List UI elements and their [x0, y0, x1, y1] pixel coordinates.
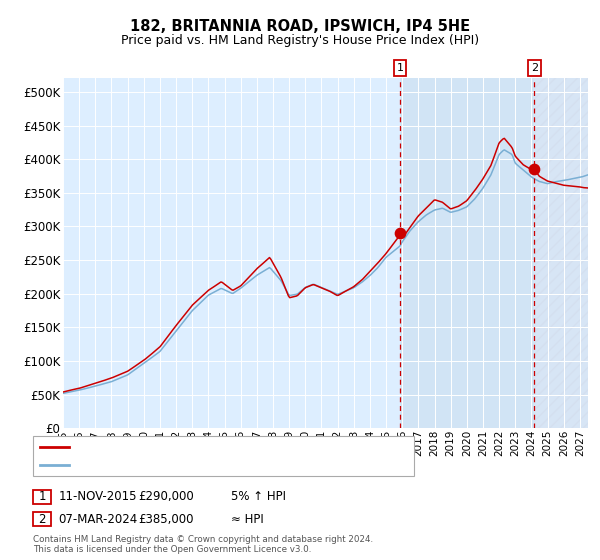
- Text: £290,000: £290,000: [138, 490, 194, 503]
- Bar: [535, 78, 596, 428]
- Bar: [400, 78, 535, 428]
- Text: HPI: Average price, detached house, Ipswich: HPI: Average price, detached house, Ipsw…: [74, 460, 317, 470]
- Text: 182, BRITANNIA ROAD, IPSWICH, IP4 5HE: 182, BRITANNIA ROAD, IPSWICH, IP4 5HE: [130, 20, 470, 34]
- Text: 2: 2: [531, 63, 538, 73]
- Text: 11-NOV-2015: 11-NOV-2015: [58, 490, 137, 503]
- Point: [530, 165, 539, 174]
- Text: ≈ HPI: ≈ HPI: [231, 512, 264, 526]
- Text: 182, BRITANNIA ROAD, IPSWICH, IP4 5HE (detached house): 182, BRITANNIA ROAD, IPSWICH, IP4 5HE (d…: [74, 442, 398, 451]
- Point: [395, 228, 405, 237]
- Text: £385,000: £385,000: [138, 512, 193, 526]
- Text: Contains HM Land Registry data © Crown copyright and database right 2024.
This d: Contains HM Land Registry data © Crown c…: [33, 535, 373, 554]
- Text: 1: 1: [38, 490, 46, 503]
- Text: 5% ↑ HPI: 5% ↑ HPI: [231, 490, 286, 503]
- Text: 1: 1: [397, 63, 404, 73]
- Text: Price paid vs. HM Land Registry's House Price Index (HPI): Price paid vs. HM Land Registry's House …: [121, 34, 479, 47]
- Text: 2: 2: [38, 512, 46, 526]
- Text: 07-MAR-2024: 07-MAR-2024: [58, 512, 137, 526]
